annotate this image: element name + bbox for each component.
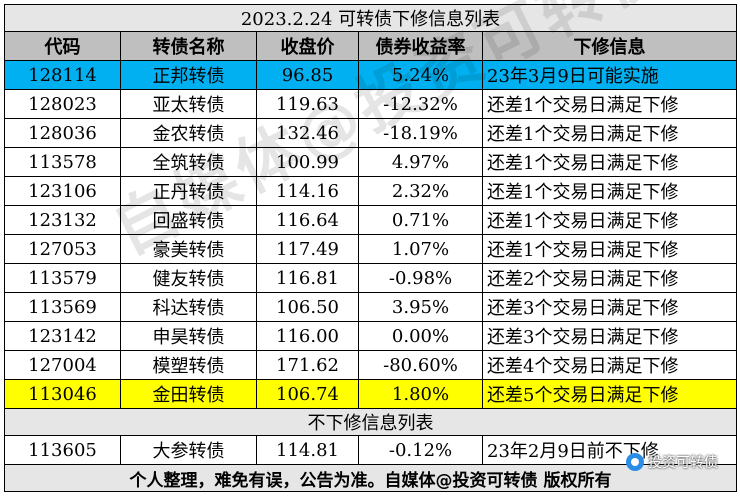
cell-price: 116.64 [256, 205, 359, 235]
cell-code: 113578 [4, 147, 121, 177]
cell-code: 113579 [4, 263, 121, 293]
cell-price: 117.49 [256, 234, 359, 264]
cell-name: 正邦转债 [120, 60, 257, 90]
cell-price: 132.46 [256, 118, 359, 148]
cell-info: 还差1个交易日满足下修 [481, 89, 738, 119]
col-header-code: 代码 [4, 31, 121, 61]
table-row: 128036 金农转债 132.46 -18.19% 还差1个交易日满足下修 [4, 118, 738, 148]
cell-name: 亚太转债 [120, 89, 257, 119]
cell-code: 113569 [4, 292, 121, 322]
table-row: 123142 申昊转债 116.00 0.00% 还差3个交易日满足下修 [4, 321, 738, 351]
cell-yield: 5.24% [358, 60, 483, 90]
cell-yield: 3.95% [358, 292, 483, 322]
cell-name: 健友转债 [120, 263, 257, 293]
cell-yield: 2.32% [358, 176, 483, 206]
cell-yield: -0.12% [358, 435, 483, 465]
cell-yield: -80.60% [358, 350, 483, 380]
cell-info: 还差1个交易日满足下修 [481, 205, 738, 235]
table-title: 2023.2.24 可转债下修信息列表 [3, 4, 738, 32]
cell-code: 123142 [4, 321, 121, 351]
cell-price: 114.81 [256, 435, 359, 465]
cell-yield: -0.98% [358, 263, 483, 293]
cell-price: 100.99 [256, 147, 359, 177]
cell-price: 96.85 [256, 60, 359, 90]
cell-name: 豪美转债 [120, 234, 257, 264]
cell-price: 119.63 [256, 89, 359, 119]
footer-note: 个人整理，难免有误，公告为准。自媒体@投资可转债 版权所有 [3, 464, 738, 492]
account-badge: 投资可转债 [626, 452, 718, 472]
table-row: 128023 亚太转债 119.63 -12.32% 还差1个交易日满足下修 [4, 89, 738, 119]
cell-code: 128114 [4, 60, 121, 90]
cell-code: 123106 [4, 176, 121, 206]
cell-price: 116.81 [256, 263, 359, 293]
cell-name: 大参转债 [120, 435, 257, 465]
table-row: 128114 正邦转债 96.85 5.24% 23年3月9日可能实施 [4, 60, 738, 90]
cell-price: 106.74 [256, 379, 359, 409]
col-header-info: 下修信息 [481, 31, 738, 61]
header-row: 代码 转债名称 收盘价 债券收益率 下修信息 [4, 31, 738, 61]
table-row: 127053 豪美转债 117.49 1.07% 还差1个交易日满足下修 [4, 234, 738, 264]
cell-name: 回盛转债 [120, 205, 257, 235]
sub-title-row: 不下修信息列表 [3, 408, 738, 436]
cell-code: 113046 [4, 379, 121, 409]
cell-name: 正丹转债 [120, 176, 257, 206]
cell-yield: 1.07% [358, 234, 483, 264]
cell-yield: 1.80% [358, 379, 483, 409]
table-title-row: 2023.2.24 可转债下修信息列表 [3, 4, 738, 32]
table-row: 127004 模塑转债 171.62 -80.60% 还差4个交易日满足下修 [4, 350, 738, 380]
table-row: 113569 科达转债 106.50 3.95% 还差3个交易日满足下修 [4, 292, 738, 322]
cell-code: 123132 [4, 205, 121, 235]
cell-code: 128036 [4, 118, 121, 148]
cell-info: 23年2月9日前不下修 [481, 435, 738, 465]
table-row: 123106 正丹转债 114.16 2.32% 还差1个交易日满足下修 [4, 176, 738, 206]
cell-code: 127053 [4, 234, 121, 264]
cell-name: 模塑转债 [120, 350, 257, 380]
wechat-icon [626, 453, 644, 471]
cell-info: 还差2个交易日满足下修 [481, 263, 738, 293]
footer-row: 个人整理，难免有误，公告为准。自媒体@投资可转债 版权所有 [3, 464, 738, 492]
cell-info: 还差1个交易日满足下修 [481, 234, 738, 264]
cell-code: 128023 [4, 89, 121, 119]
cell-yield: 0.71% [358, 205, 483, 235]
col-header-yield: 债券收益率 [358, 31, 483, 61]
cell-code: 113605 [4, 435, 121, 465]
table-row: 113605 大参转债 114.81 -0.12% 23年2月9日前不下修 [4, 435, 738, 465]
cell-price: 106.50 [256, 292, 359, 322]
col-header-price: 收盘价 [256, 31, 359, 61]
cell-name: 科达转债 [120, 292, 257, 322]
col-header-name: 转债名称 [120, 31, 257, 61]
cell-price: 114.16 [256, 176, 359, 206]
cell-info: 还差4个交易日满足下修 [481, 350, 738, 380]
cell-yield: 0.00% [358, 321, 483, 351]
cell-price: 116.00 [256, 321, 359, 351]
bond-revision-table: 2023.2.24 可转债下修信息列表 代码 转债名称 收盘价 债券收益率 下修… [3, 4, 738, 492]
table-row: 113579 健友转债 116.81 -0.98% 还差2个交易日满足下修 [4, 263, 738, 293]
cell-info: 还差3个交易日满足下修 [481, 321, 738, 351]
cell-name: 金农转债 [120, 118, 257, 148]
table-row: 113046 金田转债 106.74 1.80% 还差5个交易日满足下修 [4, 379, 738, 409]
cell-yield: 4.97% [358, 147, 483, 177]
cell-name: 金田转债 [120, 379, 257, 409]
cell-info: 还差5个交易日满足下修 [481, 379, 738, 409]
cell-name: 全筑转债 [120, 147, 257, 177]
badge-label: 投资可转债 [648, 455, 718, 471]
table-row: 113578 全筑转债 100.99 4.97% 还差1个交易日满足下修 [4, 147, 738, 177]
cell-price: 171.62 [256, 350, 359, 380]
cell-info: 还差1个交易日满足下修 [481, 147, 738, 177]
cell-code: 127004 [4, 350, 121, 380]
cell-info: 还差1个交易日满足下修 [481, 118, 738, 148]
cell-info: 23年3月9日可能实施 [481, 60, 738, 90]
sub-title: 不下修信息列表 [3, 408, 738, 436]
cell-info: 还差1个交易日满足下修 [481, 176, 738, 206]
cell-name: 申昊转债 [120, 321, 257, 351]
cell-yield: -12.32% [358, 89, 483, 119]
cell-yield: -18.19% [358, 118, 483, 148]
cell-info: 还差3个交易日满足下修 [481, 292, 738, 322]
table-row: 123132 回盛转债 116.64 0.71% 还差1个交易日满足下修 [4, 205, 738, 235]
